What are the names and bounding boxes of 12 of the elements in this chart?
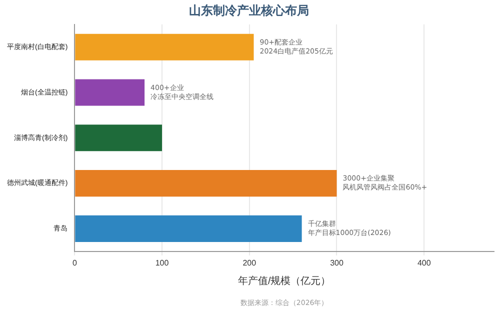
x-tick-label: 0 [72,258,78,268]
bar [75,170,337,197]
bar [75,215,302,242]
x-tick-label: 100 [155,258,170,268]
x-tick-label: 200 [242,258,257,268]
chart-title: 山东制冷产业核心布局 [189,4,309,18]
x-axis-title: 年产值/规模（亿元） [238,274,331,287]
x-tick-label: 300 [330,258,344,268]
bar [75,34,254,60]
bar [75,79,145,106]
x-tick-label: 400 [417,258,432,268]
bar [75,124,162,152]
